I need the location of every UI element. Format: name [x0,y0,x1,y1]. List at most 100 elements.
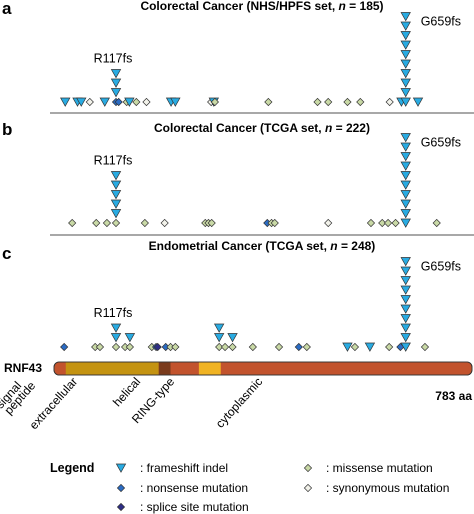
mutation-marker-frameshift [110,69,122,79]
hotspot-label: G659fs [421,260,461,274]
mutation-marker-frameshift [400,12,411,22]
mutation-marker-frameshift [213,323,225,333]
legend-label: : missense mutation [326,461,433,475]
panel-title-n: n [330,239,337,253]
mutation-marker-missense [274,342,284,352]
panel-title: Endometrial Cancer (TCGA set, n = 248) [149,239,376,253]
mutation-marker-frameshift [110,190,122,200]
legend-item-frameshift: : frameshift indel [115,461,228,475]
panel-a: a Colorectal Cancer (NHS/HPFS set, n = 18… [2,0,474,114]
domain-label: helical [110,375,143,410]
mutation-marker-missense [264,97,273,107]
mutation-marker-missense [302,342,311,352]
mutation-marker-frameshift [400,161,411,171]
mutation-marker-synonymous [385,97,394,107]
mutation-marker-missense [324,97,333,107]
mutation-marker-missense [215,342,224,352]
legend-label: : splice site mutation [140,500,249,514]
mutation-marker-frameshift [76,97,87,107]
mutation-marker-missense [95,342,105,352]
legend: Legend : frameshift indel : nonsense mutat… [50,461,449,514]
legend-marker-splice [116,502,126,512]
panel-label: c [2,244,11,263]
mutation-marker-frameshift [364,342,376,352]
legend-label: : synonymous mutation [326,481,449,495]
mutation-marker-frameshift [400,31,411,41]
mutation-marker-frameshift [110,88,122,98]
mutation-marker-missense [270,218,279,228]
panel-title-suffix: = 248) [338,239,376,253]
protein-name: RNF43 [4,361,42,375]
mutation-marker-frameshift [400,142,411,152]
mutation-marker-frameshift [400,314,411,324]
legend-marker-missense [303,463,313,473]
domain-label: cytoplasmic [213,375,265,431]
panel-label: b [2,120,12,139]
legend-item-splice: : splice site mutation [116,500,249,514]
mutation-marker-missense [132,97,141,107]
mutation-marker-frameshift [400,304,411,314]
legend-title: Legend [50,461,94,475]
mutation-marker-missense [111,218,121,228]
mutation-marker-frameshift [400,40,411,50]
mutation-marker-frameshift [400,78,411,88]
hotspot-label: R117fs [94,306,133,320]
mutation-marker-frameshift [110,323,122,333]
mutation-marker-frameshift [110,199,122,209]
panel-title-suffix: = 222) [332,121,370,135]
mutation-marker-missense [366,218,376,228]
mutation-marker-frameshift [170,97,181,107]
mutation-marker-frameshift [400,190,411,200]
domain-helical [158,362,171,375]
legend-item-missense: : missense mutation [303,461,433,475]
mutation-marker-frameshift [400,218,411,228]
hotspot-label: G659fs [421,15,461,29]
domain-ring-type [198,362,221,375]
mutation-marker-frameshift [400,323,411,333]
mutation-marker-missense [228,342,237,352]
mutation-marker-frameshift [60,97,71,107]
panel-label: a [2,0,12,18]
mutation-marker-frameshift [110,209,122,219]
mutation-marker-frameshift [400,180,411,190]
hotspot-label: R117fs [94,154,133,168]
hotspot-label: G659fs [421,136,461,150]
mutation-marker-missense [420,342,430,352]
mutation-marker-frameshift [400,88,411,98]
domain-extracellular [65,362,159,375]
protein-bar-outline [53,361,473,376]
panel-title-n: n [339,0,346,13]
mutation-marker-missense [102,218,112,228]
legend-item-nonsense: : nonsense mutation [116,481,248,495]
panel-title-suffix: = 185) [346,0,384,13]
panel-title-prefix: Colorectal Cancer (NHS/HPFS set, [140,0,338,13]
legend-label: : nonsense mutation [140,481,248,495]
panels: a Colorectal Cancer (NHS/HPFS set, n = 18… [2,0,474,352]
mutation-marker-missense [125,342,134,352]
mutation-marker-synonymous [324,218,333,228]
mutation-marker-frameshift [400,199,411,209]
mutation-marker-nonsense [114,97,123,107]
mutation-marker-frameshift [400,171,411,181]
legend-marker-synonymous [303,483,313,493]
mutation-marker-frameshift [412,97,424,107]
mutation-marker-missense [343,97,352,107]
mutation-marker-frameshift [400,50,411,60]
mutation-marker-synonymous [142,97,151,107]
mutation-marker-frameshift [400,59,411,69]
mutation-marker-missense [92,218,101,228]
mutation-marker-missense [68,218,77,228]
domain-label: extracellular [27,375,81,432]
panel-title-n: n [325,121,332,135]
mutation-marker-frameshift [110,78,122,88]
mutation-marker-missense [356,97,365,107]
mutation-marker-frameshift [110,180,122,190]
mutation-marker-missense [350,342,360,352]
mutation-marker-missense [313,97,322,107]
legend-marker-frameshift [115,463,127,473]
panel-b: b Colorectal Cancer (TCGA set, n = 222) R1… [2,120,474,236]
mutation-marker-missense [248,342,257,352]
mutation-marker-missense [220,342,230,352]
mutation-marker-frameshift [110,171,122,181]
mutation-marker-missense [210,97,219,107]
